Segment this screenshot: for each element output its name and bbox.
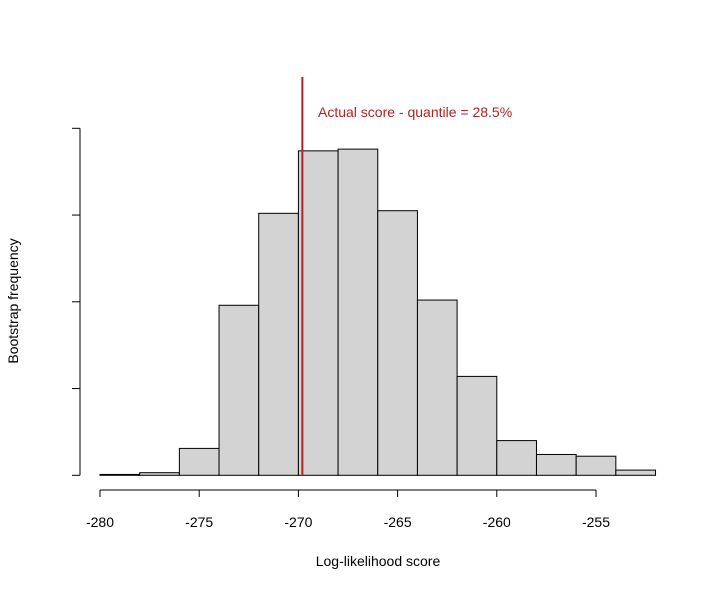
- histogram-bar: [456, 375, 498, 476]
- x-axis: -280 -275 -270 -265 -260 -255: [86, 489, 610, 530]
- y-axis: [72, 127, 81, 476]
- x-tick-label: -270: [284, 514, 312, 530]
- histogram-bar: [258, 212, 299, 476]
- histogram-bar: [178, 447, 220, 476]
- histogram-bar: [535, 453, 577, 476]
- histogram-bar: [99, 473, 141, 476]
- histogram-bar: [139, 472, 180, 476]
- x-tick-label: -280: [86, 514, 114, 530]
- x-tick-label: -260: [483, 514, 511, 530]
- x-tick-label: -255: [582, 514, 610, 530]
- histogram-bar: [377, 210, 418, 476]
- x-axis-label: Log-likelihood score: [316, 553, 441, 569]
- histogram-bar: [575, 455, 617, 476]
- annotation-label: Actual score - quantile = 28.5%: [318, 104, 512, 120]
- histogram-bar: [496, 440, 537, 476]
- bars-group: [99, 148, 657, 476]
- histogram-bar: [416, 299, 458, 476]
- x-tick-label: -265: [384, 514, 412, 530]
- histogram-bar: [218, 304, 260, 476]
- histogram-bar: [297, 150, 339, 476]
- x-tick-label: -275: [185, 514, 213, 530]
- histogram-bar: [337, 148, 379, 476]
- y-axis-label: Bootstrap frequency: [5, 238, 21, 363]
- histogram-bar: [615, 469, 657, 476]
